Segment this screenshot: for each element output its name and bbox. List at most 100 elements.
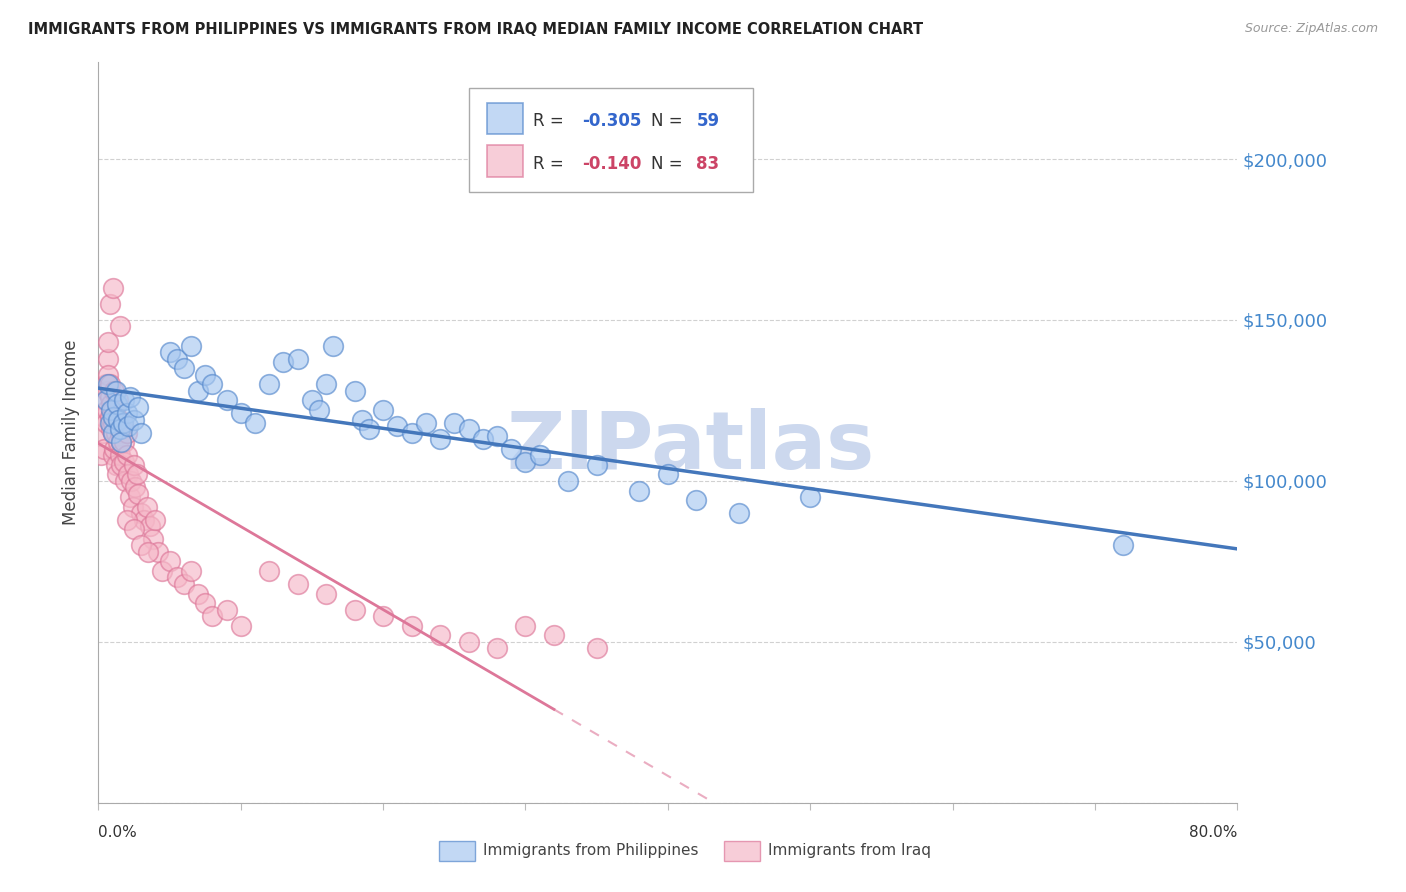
Point — [132, 512, 155, 526]
Point — [107, 435, 129, 450]
Point — [96, 403, 118, 417]
Point — [201, 609, 224, 624]
Point — [101, 409, 124, 424]
Point — [357, 422, 380, 436]
Point — [121, 500, 143, 514]
Point — [105, 397, 128, 411]
Text: 83: 83 — [696, 155, 720, 173]
Point — [350, 413, 373, 427]
Point — [486, 429, 509, 443]
Point — [101, 425, 124, 440]
Point — [117, 467, 139, 482]
FancyBboxPatch shape — [486, 103, 523, 134]
Point — [104, 384, 127, 398]
Point — [98, 409, 121, 424]
Point — [110, 435, 132, 450]
Point — [180, 339, 202, 353]
Point — [373, 609, 395, 624]
Point — [122, 458, 145, 472]
Point — [315, 586, 337, 600]
Point — [387, 419, 409, 434]
Point — [229, 406, 252, 420]
Point — [486, 641, 509, 656]
Text: IMMIGRANTS FROM PHILIPPINES VS IMMIGRANTS FROM IRAQ MEDIAN FAMILY INCOME CORRELA: IMMIGRANTS FROM PHILIPPINES VS IMMIGRANT… — [28, 22, 924, 37]
Point — [127, 487, 149, 501]
FancyBboxPatch shape — [468, 88, 754, 192]
Point — [259, 564, 281, 578]
Point — [457, 422, 479, 436]
Point — [471, 432, 494, 446]
Point — [799, 490, 821, 504]
Point — [685, 493, 707, 508]
Point — [112, 393, 135, 408]
Point — [322, 339, 344, 353]
Point — [173, 361, 195, 376]
Point — [145, 512, 167, 526]
Point — [159, 554, 181, 568]
Point — [315, 377, 337, 392]
Point — [120, 474, 142, 488]
Point — [124, 480, 146, 494]
Point — [91, 425, 114, 440]
Point — [115, 448, 138, 462]
Point — [138, 519, 160, 533]
Point — [152, 564, 174, 578]
Point — [94, 416, 117, 430]
Point — [97, 335, 120, 350]
Point — [110, 435, 132, 450]
Point — [105, 409, 128, 424]
FancyBboxPatch shape — [486, 145, 523, 177]
Point — [108, 422, 131, 436]
Point — [215, 393, 238, 408]
Point — [628, 483, 651, 498]
Point — [728, 506, 751, 520]
Point — [301, 393, 323, 408]
Point — [443, 416, 465, 430]
Point — [148, 545, 170, 559]
Point — [215, 602, 238, 616]
Point — [94, 377, 117, 392]
Point — [429, 432, 451, 446]
Point — [98, 416, 121, 430]
Point — [93, 442, 115, 456]
Point — [308, 403, 330, 417]
Point — [166, 351, 188, 366]
Point — [135, 500, 157, 514]
Point — [401, 619, 423, 633]
Point — [1112, 538, 1135, 552]
Y-axis label: Median Family Income: Median Family Income — [62, 340, 80, 525]
Point — [115, 406, 138, 420]
Point — [415, 416, 437, 430]
Text: Immigrants from Philippines: Immigrants from Philippines — [484, 844, 699, 858]
Point — [100, 397, 122, 411]
Point — [122, 413, 145, 427]
Point — [98, 377, 121, 392]
Point — [343, 602, 366, 616]
Point — [97, 368, 120, 382]
Point — [100, 422, 122, 436]
Point — [103, 384, 125, 398]
Point — [100, 403, 122, 417]
Point — [112, 454, 135, 468]
FancyBboxPatch shape — [439, 840, 475, 861]
Text: ZIPatlas: ZIPatlas — [506, 409, 875, 486]
Point — [101, 281, 124, 295]
Point — [118, 390, 141, 404]
Point — [101, 425, 124, 440]
Point — [543, 628, 565, 642]
Point — [585, 458, 607, 472]
Point — [129, 425, 152, 440]
Point — [585, 641, 607, 656]
Point — [96, 384, 118, 398]
Point — [194, 368, 217, 382]
Point — [97, 351, 120, 366]
Point — [180, 564, 202, 578]
Point — [194, 596, 217, 610]
Point — [557, 474, 579, 488]
Point — [127, 400, 149, 414]
Text: Source: ZipAtlas.com: Source: ZipAtlas.com — [1244, 22, 1378, 36]
Point — [111, 416, 134, 430]
Point — [104, 458, 127, 472]
Text: Immigrants from Iraq: Immigrants from Iraq — [768, 844, 931, 858]
Point — [287, 351, 309, 366]
